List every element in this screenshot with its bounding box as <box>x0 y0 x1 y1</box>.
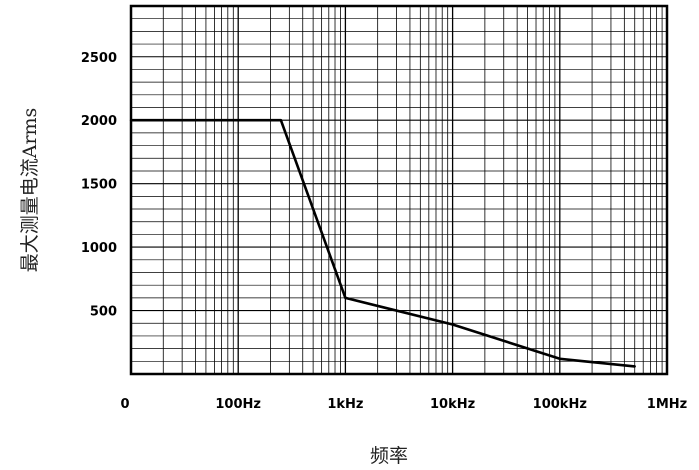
x-tick-label: 1kHz <box>327 397 363 412</box>
x-axis-title: 频率 <box>370 445 408 467</box>
x-tick-label: 10kHz <box>430 397 475 412</box>
data-point <box>129 119 133 122</box>
plot-frame <box>129 4 669 376</box>
data-point <box>633 365 636 368</box>
data-point <box>279 119 283 122</box>
y-tick-label: 2000 <box>81 114 117 129</box>
y-axis-title: 最大测量电流Arms <box>19 108 41 273</box>
x-tick-label: 1MHz <box>647 397 687 412</box>
y-tick-label: 1000 <box>81 241 117 256</box>
data-point <box>558 357 561 360</box>
y-tick-label: 2500 <box>81 51 117 66</box>
x-tick-label: 100Hz <box>215 397 261 412</box>
data-point <box>451 323 454 326</box>
data-point <box>344 296 347 300</box>
grid <box>131 6 667 374</box>
x-tick-label: 100kHz <box>533 397 587 412</box>
series-line <box>131 118 635 368</box>
x-tick-labels: 0 100Hz 1kHz 10kHz 100kHz 1MHz <box>120 397 687 412</box>
x-tick-label: 0 <box>120 397 129 412</box>
series-group <box>129 118 636 368</box>
y-tick-labels: 500 1000 1500 2000 2500 <box>81 51 117 320</box>
y-tick-label: 1500 <box>81 178 117 193</box>
y-tick-label: 500 <box>90 305 117 320</box>
